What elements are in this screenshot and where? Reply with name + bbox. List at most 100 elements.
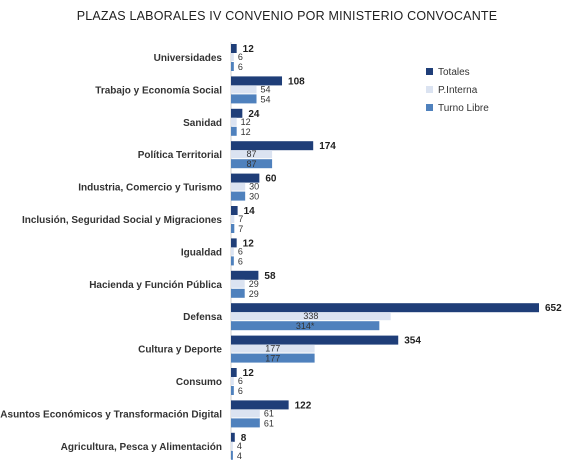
bar-p-interna bbox=[231, 117, 237, 126]
bar-turno-libre bbox=[231, 191, 246, 201]
category-label: Asuntos Económicos y Transformación Digi… bbox=[0, 409, 222, 420]
bar-p-interna bbox=[231, 182, 246, 191]
data-label: 6 bbox=[238, 246, 243, 256]
data-label: 7 bbox=[238, 214, 243, 224]
data-label: 108 bbox=[288, 76, 305, 87]
data-label: 7 bbox=[238, 224, 243, 234]
legend-item: P.Interna bbox=[426, 85, 478, 96]
bar-totales bbox=[231, 76, 283, 86]
legend-swatch bbox=[426, 104, 433, 111]
legend-label: Turno Libre bbox=[438, 103, 489, 114]
bar-totales bbox=[231, 206, 238, 215]
data-label: 122 bbox=[295, 400, 312, 411]
bar-turno-libre bbox=[231, 418, 260, 428]
data-label: 6 bbox=[238, 256, 243, 266]
bar-totales bbox=[231, 44, 237, 53]
data-label: 652 bbox=[545, 303, 562, 314]
data-label: 6 bbox=[238, 62, 243, 72]
data-label: 12 bbox=[243, 368, 255, 379]
bar-totales bbox=[231, 400, 289, 410]
data-label: 54 bbox=[261, 94, 271, 104]
bar-turno-libre bbox=[231, 159, 273, 169]
bar-turno-libre bbox=[231, 94, 257, 104]
data-label: 29 bbox=[249, 279, 259, 289]
legend-item: Totales bbox=[426, 67, 470, 78]
bar-totales bbox=[231, 173, 260, 183]
data-label: 12 bbox=[243, 238, 255, 249]
legend-item: Turno Libre bbox=[426, 103, 489, 114]
legend-label: P.Interna bbox=[438, 85, 478, 96]
chart-title: PLAZAS LABORALES IV CONVENIO POR MINISTE… bbox=[77, 9, 498, 23]
data-label: 61 bbox=[264, 408, 274, 418]
data-label: 12 bbox=[241, 117, 251, 127]
bar-p-interna bbox=[231, 409, 260, 418]
category-label: Trabajo y Economía Social bbox=[95, 85, 222, 96]
bar-turno-libre bbox=[231, 288, 245, 298]
bar-turno-libre bbox=[231, 321, 380, 331]
category-label: Industria, Comercio y Turismo bbox=[78, 183, 222, 194]
category-label: Universidades bbox=[154, 53, 223, 64]
bar-totales bbox=[231, 368, 237, 377]
category-group: Inclusión, Seguridad Social y Migracione… bbox=[22, 206, 255, 234]
bar-turno-libre bbox=[231, 386, 234, 395]
bar-totales bbox=[231, 270, 259, 280]
data-label: 87 bbox=[247, 159, 257, 169]
data-label: 8 bbox=[241, 433, 247, 444]
data-label: 177 bbox=[265, 344, 280, 354]
bar-p-interna bbox=[231, 85, 257, 94]
data-label: 6 bbox=[238, 386, 243, 396]
data-label: 6 bbox=[238, 52, 243, 62]
bar-p-interna bbox=[231, 53, 234, 61]
category-label: Política Territorial bbox=[138, 150, 223, 161]
bar-turno-libre bbox=[231, 126, 237, 136]
category-label: Hacienda y Función Pública bbox=[89, 280, 222, 291]
category-label: Sanidad bbox=[183, 118, 222, 129]
data-label: 314* bbox=[296, 321, 315, 331]
category-label: Igualdad bbox=[181, 247, 222, 258]
data-label: 60 bbox=[265, 174, 277, 185]
data-label: 4 bbox=[237, 441, 242, 451]
bar-p-interna bbox=[231, 279, 245, 288]
bar-turno-libre bbox=[231, 62, 234, 71]
legend-swatch bbox=[426, 68, 433, 75]
bar-p-interna bbox=[231, 215, 235, 223]
legend-swatch bbox=[426, 86, 433, 93]
data-label: 30 bbox=[249, 192, 259, 202]
category-label: Consumo bbox=[176, 377, 222, 388]
bar-turno-libre bbox=[231, 224, 235, 233]
data-label: 4 bbox=[237, 451, 242, 461]
bar-p-interna bbox=[231, 312, 391, 321]
bar-turno-libre bbox=[231, 353, 315, 363]
bar-p-interna bbox=[231, 247, 234, 256]
legend: Totales P.Interna Turno Libre bbox=[426, 67, 489, 114]
data-label: 354 bbox=[404, 336, 421, 347]
data-label: 30 bbox=[249, 182, 259, 192]
bar-p-interna bbox=[231, 344, 315, 353]
data-label: 87 bbox=[247, 149, 257, 159]
category-label: Defensa bbox=[183, 312, 222, 323]
data-label: 58 bbox=[264, 271, 276, 282]
bar-turno-libre bbox=[231, 450, 233, 460]
bar-p-interna bbox=[231, 441, 233, 450]
bar-turno-libre bbox=[231, 256, 234, 266]
bar-totales bbox=[231, 335, 399, 345]
bar-totales bbox=[231, 238, 237, 248]
data-label: 174 bbox=[319, 141, 336, 152]
bar-p-interna bbox=[231, 150, 273, 159]
data-label: 338 bbox=[303, 311, 318, 321]
category-label: Cultura y Deporte bbox=[138, 345, 222, 356]
data-label: 177 bbox=[265, 354, 280, 364]
